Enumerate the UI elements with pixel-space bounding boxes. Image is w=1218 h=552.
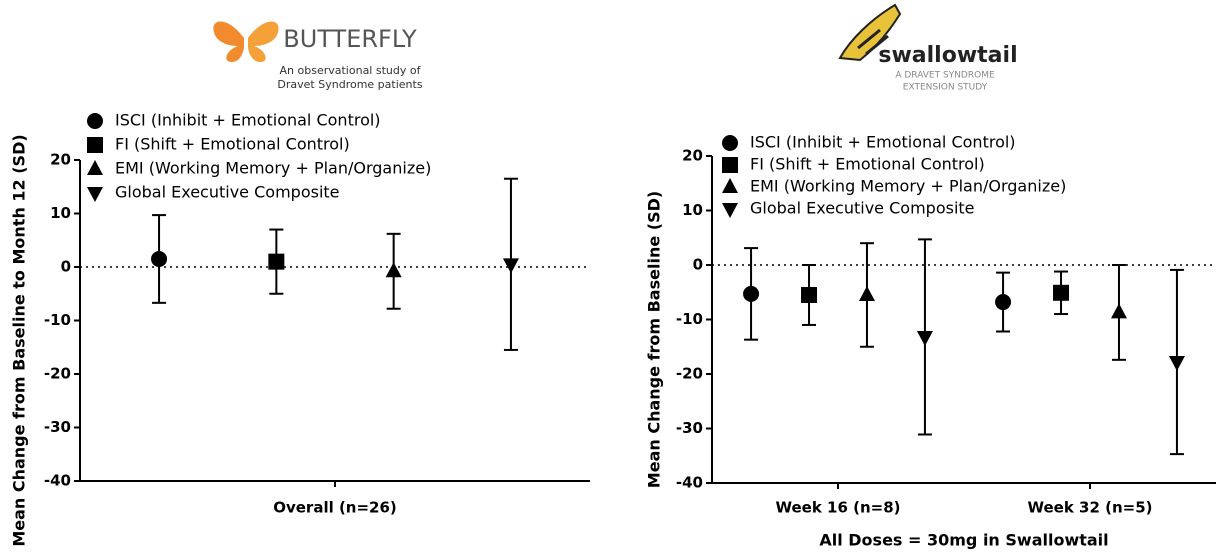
marker [916, 330, 933, 346]
y-tick-label: 20 [682, 147, 703, 165]
legend-marker [722, 178, 738, 193]
swallowtail-logo [838, 3, 902, 62]
y-tick-label: -20 [676, 365, 703, 383]
logo-subtitle: A DRAVET SYNDROME [895, 71, 995, 81]
logo-subtitle: EXTENSION STUDY [903, 83, 988, 93]
legend-label: EMI (Working Memory + Plan/Organize) [750, 177, 1066, 196]
marker [268, 253, 285, 270]
y-axis-title: Mean Change from Baseline (SD) [645, 191, 664, 488]
legend-label: ISCI (Inhibit + Emotional Control) [750, 133, 1016, 152]
marker [743, 285, 760, 302]
y-tick-label: -30 [44, 418, 71, 436]
y-axis-title: Mean Change from Baseline to Month 12 (S… [10, 134, 29, 546]
legend-marker [722, 135, 738, 151]
y-tick-label: 10 [50, 204, 71, 222]
x-tick-label: Week 16 (n=8) [775, 499, 900, 517]
legend-label: FI (Shift + Emotional Control) [750, 155, 985, 174]
y-tick-label: -40 [676, 474, 703, 492]
marker [1110, 303, 1127, 319]
legend-label: Global Executive Composite [750, 199, 975, 218]
marker [502, 258, 519, 274]
logo-title: BUTTERFLY [283, 25, 417, 53]
y-tick-label: -10 [44, 311, 71, 329]
x-axis-title: All Doses = 30mg in Swallowtail [819, 531, 1108, 550]
x-tick-label: Overall (n=26) [273, 499, 397, 517]
legend-marker [87, 187, 103, 202]
legend-marker [722, 157, 738, 173]
legend-label: FI (Shift + Emotional Control) [115, 135, 350, 154]
legend-marker [87, 137, 103, 153]
legend-label: Global Executive Composite [115, 183, 340, 202]
legend-label: EMI (Working Memory + Plan/Organize) [115, 159, 431, 178]
y-tick-label: 0 [693, 256, 703, 274]
butterfly-logo [213, 21, 279, 62]
y-tick-label: -20 [44, 365, 71, 383]
legend-label: ISCI (Inhibit + Emotional Control) [115, 111, 381, 130]
y-tick-label: 20 [50, 151, 71, 169]
logo-subtitle: Dravet Syndrome patients [277, 78, 422, 91]
marker [858, 285, 875, 301]
y-tick-label: 0 [61, 258, 71, 276]
y-tick-label: 10 [682, 201, 703, 219]
legend-marker [87, 160, 103, 175]
marker [995, 294, 1012, 311]
marker [801, 286, 818, 303]
y-tick-label: -30 [676, 419, 703, 437]
marker [1053, 284, 1070, 301]
logo-subtitle: An observational study of [280, 64, 422, 77]
x-tick-label: Week 32 (n=5) [1027, 499, 1152, 517]
logo-title: swallowtail [878, 43, 1017, 68]
y-tick-label: -40 [44, 472, 71, 490]
marker [1168, 356, 1185, 372]
legend-marker [87, 113, 103, 129]
y-tick-label: -10 [676, 310, 703, 328]
legend-marker [722, 203, 738, 218]
marker [151, 250, 168, 267]
marker [385, 262, 402, 278]
